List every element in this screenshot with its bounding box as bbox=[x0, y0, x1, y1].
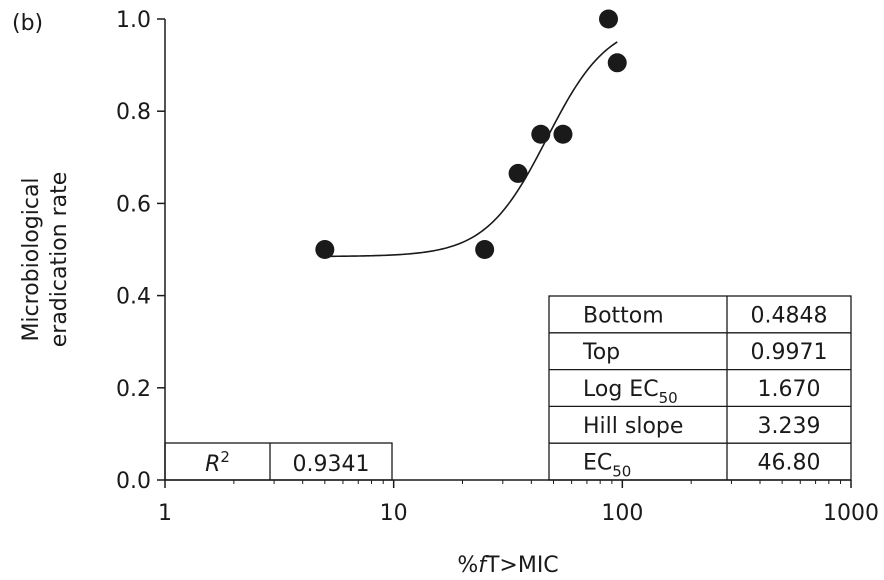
data-point bbox=[553, 124, 573, 144]
x-axis-label: %fT>MIC bbox=[457, 553, 558, 578]
parameter-value: 1.670 bbox=[758, 377, 821, 402]
y-tick-label: 0.8 bbox=[116, 100, 151, 125]
y-tick-label: 1.0 bbox=[116, 8, 151, 33]
y-axis-label: Microbiological eradication rate bbox=[19, 172, 72, 348]
parameter-value: 46.80 bbox=[758, 451, 821, 476]
r2-value: 0.9341 bbox=[293, 452, 370, 477]
y-tick-label: 0.4 bbox=[116, 285, 151, 310]
r2-label: R2 bbox=[205, 448, 230, 477]
data-point bbox=[599, 9, 619, 29]
y-tick-label: 0.0 bbox=[116, 469, 151, 494]
data-points bbox=[315, 9, 627, 259]
data-point bbox=[531, 124, 551, 144]
data-point bbox=[315, 240, 335, 259]
y-tick-label: 0.6 bbox=[116, 192, 151, 217]
y-axis-label-line-2: eradication rate bbox=[47, 172, 72, 348]
parameter-table-border bbox=[548, 295, 852, 481]
parameter-value: 3.239 bbox=[758, 414, 821, 439]
data-point bbox=[475, 240, 495, 259]
data-point bbox=[607, 53, 627, 73]
parameter-label: Bottom bbox=[583, 303, 664, 328]
x-tick-label: 10 bbox=[380, 501, 408, 526]
r2-table: R2 0.9341 bbox=[164, 442, 393, 481]
parameter-value: 0.4848 bbox=[751, 303, 828, 328]
x-tick-label: 100 bbox=[601, 501, 643, 526]
data-point bbox=[508, 163, 528, 183]
parameter-table: Bottom 0.4848 Top 0.9971 Log EC50 1.670 Hill s… bbox=[548, 295, 852, 481]
x-tick-label: 1000 bbox=[823, 501, 879, 526]
x-tick-label: 1 bbox=[158, 501, 172, 526]
axes bbox=[164, 19, 851, 481]
y-ticks: 0.0 0.2 0.4 0.6 0.8 1.0 bbox=[116, 8, 165, 494]
r2-table-border bbox=[164, 442, 393, 481]
y-axis-label-line-1: Microbiological bbox=[19, 177, 44, 341]
y-tick-label: 0.2 bbox=[116, 377, 151, 402]
parameter-label: Log EC50 bbox=[583, 377, 678, 407]
parameter-label: Top bbox=[582, 340, 620, 365]
fit-curve bbox=[324, 41, 618, 258]
parameter-value: 0.9971 bbox=[751, 340, 828, 365]
x-ticks: 1 10 100 1000 bbox=[158, 480, 879, 526]
parameter-label: EC50 bbox=[583, 451, 631, 481]
panel-label: (b) bbox=[12, 11, 43, 36]
parameter-label: Hill slope bbox=[583, 414, 683, 439]
